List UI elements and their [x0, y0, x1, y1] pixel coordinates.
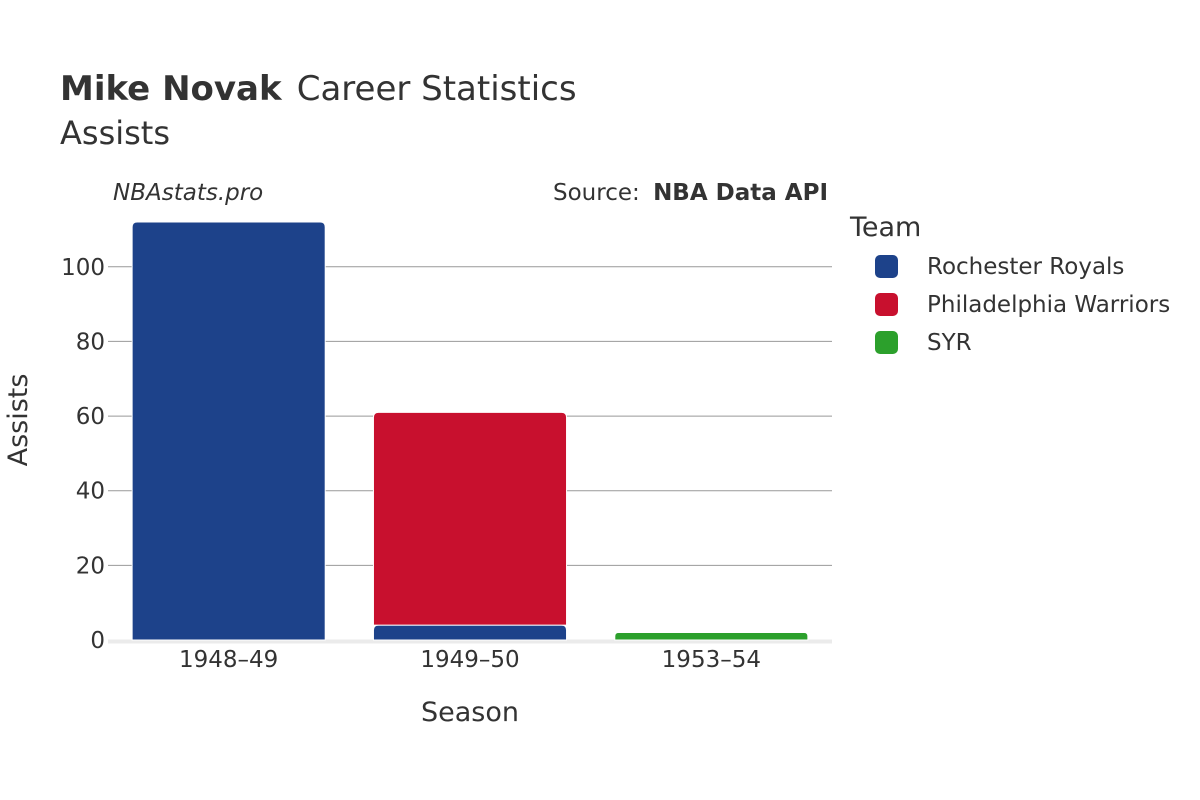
y-tick-label: 60 — [76, 404, 105, 430]
x-axis-label: Season — [421, 697, 519, 728]
x-tick-label: 1948–49 — [179, 647, 278, 673]
legend-label: Philadelphia Warriors — [927, 292, 1170, 318]
legend-label: Rochester Royals — [927, 254, 1124, 280]
source-name: NBA Data API — [653, 180, 828, 206]
source-prefix: Source: — [553, 180, 640, 206]
legend: Rochester Royals Philadelphia Warriors SYR — [875, 254, 1170, 356]
legend-swatch — [875, 331, 898, 354]
source-text: Source: NBA Data API — [553, 180, 828, 206]
chart-title-bold: Mike Novak — [60, 69, 283, 109]
bar-segment — [614, 632, 809, 641]
legend-label: SYR — [927, 330, 972, 356]
y-tick-label: 0 — [90, 628, 105, 654]
chart-title: Mike Novak Career Statistics — [60, 69, 577, 109]
legend-swatch — [875, 293, 898, 316]
credit-text: NBAstats.pro — [113, 180, 263, 206]
chart-subtitle: Assists — [60, 114, 170, 152]
legend-swatch — [875, 255, 898, 278]
y-tick-label: 80 — [76, 329, 105, 355]
y-axis-label: Assists — [3, 374, 34, 467]
y-tick-label: 40 — [76, 479, 105, 505]
y-tick-label: 20 — [76, 553, 105, 579]
chart-title-rest: Career Statistics — [297, 69, 577, 109]
bars — [131, 221, 809, 641]
bar-segment — [372, 624, 568, 641]
x-tick-label: 1953–54 — [662, 647, 761, 673]
legend-title: Team — [849, 212, 921, 243]
y-tick-labels: 0 20 40 60 80 100 — [61, 255, 105, 654]
bar-segment — [372, 411, 568, 626]
y-tick-label: 100 — [61, 255, 105, 281]
x-tick-label: 1949–50 — [420, 647, 519, 673]
x-tick-labels: 1948–49 1949–50 1953–54 — [179, 647, 761, 673]
bar-segment — [131, 221, 326, 641]
